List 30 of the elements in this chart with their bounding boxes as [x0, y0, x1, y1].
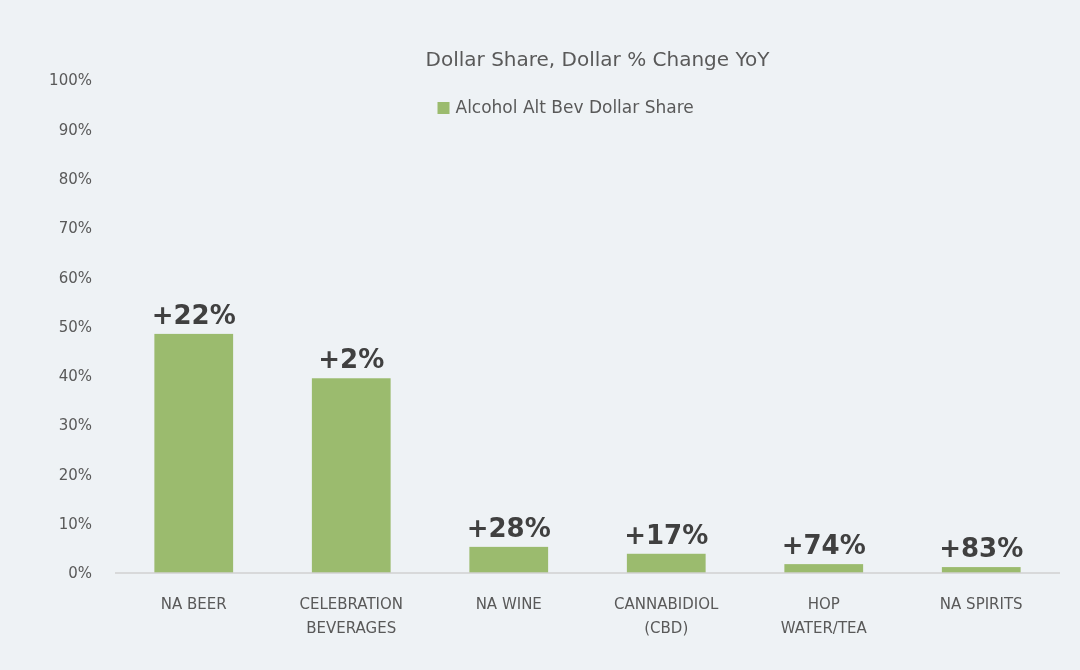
bar	[469, 546, 549, 573]
y-tick-label: 90%	[58, 120, 92, 139]
x-tick-label: NA WINE	[475, 595, 542, 613]
annotation: +74%	[781, 530, 866, 561]
legend-label: Alcohol Alt Bev Dollar Share	[455, 97, 694, 117]
chart-title: Dollar Share, Dollar % Change YoY	[425, 47, 771, 71]
annotation: +2%	[318, 344, 385, 375]
x-tick-label: NA SPIRITS	[939, 595, 1023, 613]
annotation: +28%	[466, 512, 551, 543]
y-tick-label: 40%	[58, 367, 92, 386]
y-tick-label: 100%	[49, 71, 92, 90]
y-tick-label: 70%	[58, 219, 92, 238]
y-tick-label: 30%	[58, 416, 92, 435]
annotation: +83%	[939, 533, 1024, 564]
y-tick-label: 50%	[58, 317, 92, 336]
x-tick-label: CANNABIDIOL (CBD)	[614, 595, 720, 637]
bar	[154, 333, 234, 573]
x-tick-label: HOP WATER/TEA	[780, 595, 868, 637]
bar	[626, 553, 706, 573]
x-tick-label: CELEBRATION BEVERAGES	[299, 595, 404, 637]
y-tick-label: 0%	[68, 564, 92, 583]
bar	[311, 378, 391, 573]
annotation: +22%	[151, 299, 236, 330]
y-tick-label: 80%	[58, 169, 92, 188]
bar	[784, 564, 864, 573]
x-tick-label: NA BEER	[160, 595, 227, 613]
y-tick-label: 20%	[58, 465, 92, 484]
y-tick-label: 60%	[58, 268, 92, 287]
annotation: +17%	[624, 519, 709, 550]
y-tick-label: 10%	[58, 515, 92, 533]
